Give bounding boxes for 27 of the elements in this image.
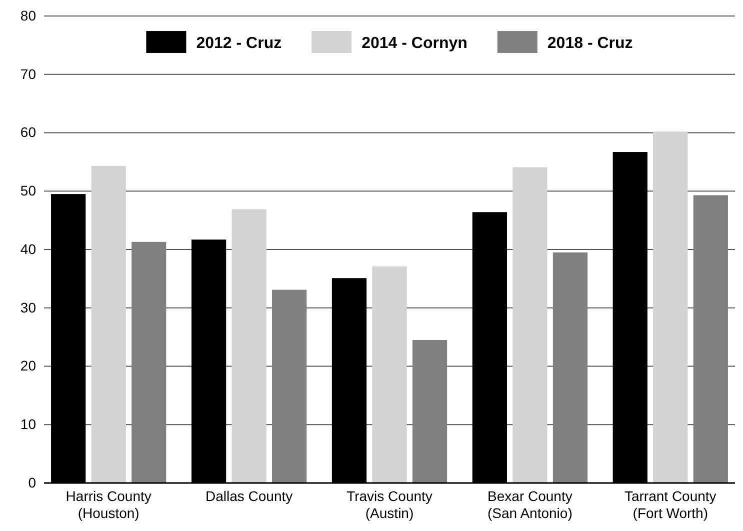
bar xyxy=(91,166,126,483)
bar xyxy=(693,195,728,483)
bar xyxy=(412,340,448,483)
bar xyxy=(512,167,548,483)
legend-label: 2014 - Cornyn xyxy=(362,35,468,52)
x-tick-label: Tarrant County (Fort Worth) xyxy=(624,488,716,521)
bar xyxy=(552,252,588,483)
y-tick-label: 50 xyxy=(20,182,36,199)
y-tick-label: 20 xyxy=(20,358,36,374)
y-tick-label: 80 xyxy=(20,7,36,24)
bar xyxy=(372,266,407,483)
bar xyxy=(653,132,688,483)
y-tick-label: 70 xyxy=(20,66,36,82)
x-tick-label: Travis County (Austin) xyxy=(346,488,432,521)
bar xyxy=(232,209,266,483)
x-tick-label: Bexar County (San Antonio) xyxy=(488,488,572,521)
x-tick-label: Harris County (Houston) xyxy=(66,488,152,521)
bar xyxy=(132,242,166,483)
legend-label: 2012 - Cruz xyxy=(196,35,282,52)
legend-label: 2018 - Cruz xyxy=(547,35,633,52)
y-tick-label: 10 xyxy=(20,416,36,432)
y-tick-label: 30 xyxy=(20,299,36,316)
y-tick-label: 40 xyxy=(20,240,36,257)
y-tick-label: 60 xyxy=(20,124,36,140)
bar xyxy=(272,290,307,483)
y-tick-label: 0 xyxy=(28,474,36,490)
x-tick-label: Dallas County xyxy=(205,488,293,504)
